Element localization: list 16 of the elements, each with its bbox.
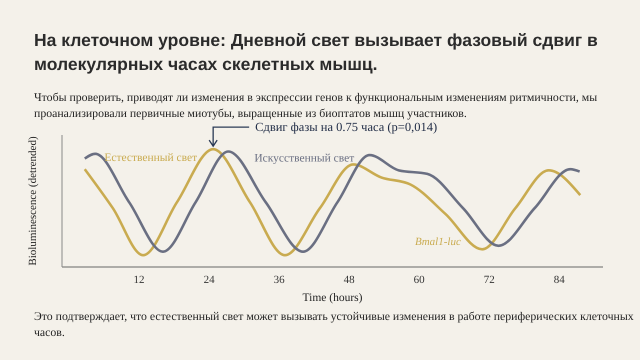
annotation: Bmal1-luc	[415, 236, 461, 248]
x-tick-label: 36	[274, 274, 286, 286]
x-tick-label: 72	[484, 274, 495, 286]
y-axis-title: Bioluminescence (detrended)	[26, 136, 39, 266]
x-tick-label: 84	[554, 274, 566, 286]
x-tick-label: 60	[414, 274, 426, 286]
series-label: Естественный свет	[104, 152, 198, 164]
x-tick-label: 24	[204, 274, 216, 286]
x-tick-label: 48	[344, 274, 356, 286]
annotation: Сдвиг фазы на 0.75 часа (p=0,014)	[255, 120, 438, 134]
x-tick-label: 12	[134, 274, 145, 286]
chart-subtitle: Чтобы проверить, приводят ли изменения в экспрессии генов к функциональным изменениям ритмичности, мы проанализировали первичные миотубы, выращенные из биоптатов мышц участников.	[34, 89, 598, 121]
series-label: Искусственный свет	[254, 152, 354, 164]
x-axis-title: Time (hours)	[302, 292, 363, 304]
chart-title: На клеточном уровне: Дневной свет вызывает фазовый сдвиг в молекулярных часах скелетных мышц.	[34, 29, 599, 76]
text: Это подтверждает, что естественный свет может вызывать устойчивые изменения в работе периферических клеточных часов.	[34, 308, 634, 340]
